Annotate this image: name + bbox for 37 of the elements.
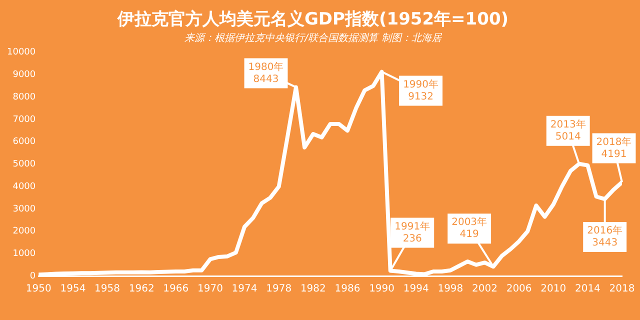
y-tick-label: 2000 <box>12 226 36 237</box>
x-tick-label: 1978 <box>266 284 292 295</box>
x-tick-label: 1982 <box>300 284 326 295</box>
annotation: 2003年 419 <box>452 216 488 240</box>
y-tick-label: 9000 <box>12 70 36 80</box>
y-tick-label: 1000 <box>12 248 36 259</box>
x-tick-label: 2018 <box>609 284 635 295</box>
x-tick-label: 2006 <box>506 284 532 295</box>
y-tick-label: 3000 <box>12 204 36 214</box>
x-tick-label: 1974 <box>232 284 258 295</box>
x-tick-label: 2014 <box>574 284 600 295</box>
x-tick-label: 1950 <box>26 284 52 295</box>
x-tick-label: 1954 <box>60 284 86 295</box>
y-tick-label: 10000 <box>6 48 36 58</box>
x-tick-label: 1958 <box>94 284 120 295</box>
chart-title: 伊拉克官方人均美元名义GDP指数(1952年=100) <box>116 10 509 30</box>
y-tick-label: 0 <box>30 271 36 282</box>
annotation: 2016年 3443 <box>587 224 623 249</box>
x-tick-label: 2002 <box>472 284 498 295</box>
x-tick-label: 2010 <box>540 284 566 295</box>
annotation: 2013年 5014 <box>550 118 586 142</box>
x-tick-label: 1986 <box>334 284 360 295</box>
chart-subtitle: 来源：根据伊拉克中央银行/联合国数据测算 制图：北海居 <box>184 32 442 44</box>
annotation: 2018年 4191 <box>596 136 632 160</box>
x-tick-label: 1994 <box>403 284 429 295</box>
y-tick-label: 7000 <box>12 114 36 125</box>
annotation: 1980年 8443 <box>248 60 284 85</box>
y-tick-label: 4000 <box>12 182 36 192</box>
x-tick-label: 1990 <box>369 284 395 295</box>
y-tick-label: 8000 <box>12 92 36 102</box>
x-tick-label: 1966 <box>163 284 189 295</box>
annotation: 1991年 236 <box>394 220 430 244</box>
x-tick-label: 1962 <box>128 284 154 295</box>
x-tick-label: 1998 <box>438 284 464 295</box>
x-tick-label: 1970 <box>197 284 223 295</box>
y-tick-label: 5000 <box>12 160 36 170</box>
y-tick-label: 6000 <box>12 137 36 148</box>
